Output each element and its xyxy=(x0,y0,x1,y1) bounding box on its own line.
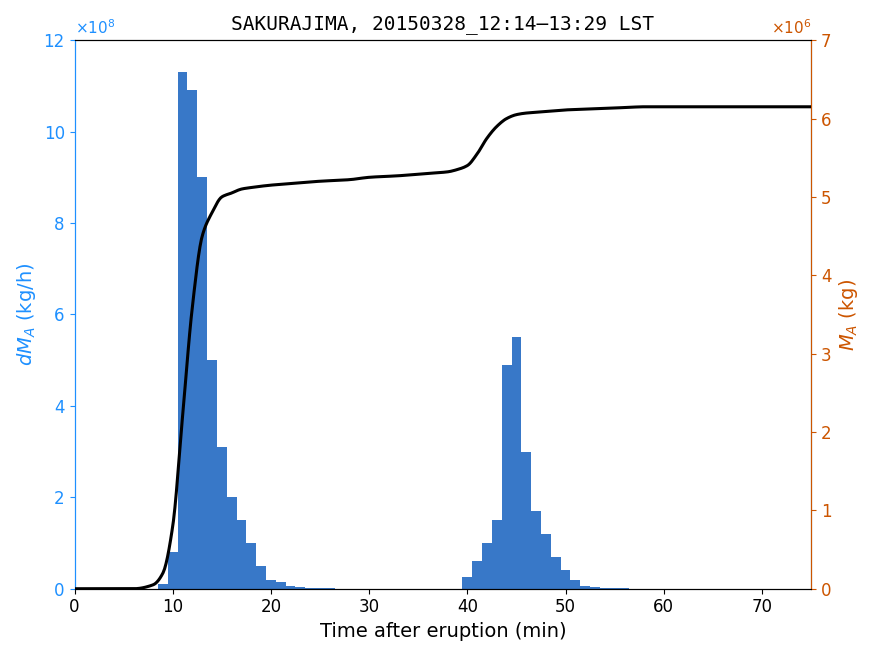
Bar xyxy=(158,584,168,588)
Bar xyxy=(227,497,236,588)
Bar xyxy=(482,543,492,588)
Bar xyxy=(561,571,570,588)
Bar xyxy=(590,587,600,588)
Bar xyxy=(473,562,482,588)
Bar xyxy=(168,552,178,588)
Bar xyxy=(197,177,207,588)
Bar xyxy=(512,337,522,588)
Bar xyxy=(236,520,247,588)
Y-axis label: $M_A$ (kg): $M_A$ (kg) xyxy=(837,278,860,350)
Bar xyxy=(285,586,296,588)
Y-axis label: $dM_A$ (kg/h): $dM_A$ (kg/h) xyxy=(15,262,38,366)
Bar xyxy=(276,582,285,588)
Bar xyxy=(217,447,227,588)
Bar xyxy=(266,580,276,588)
Text: $\times10^6$: $\times10^6$ xyxy=(771,19,811,37)
Bar xyxy=(296,587,305,588)
Bar xyxy=(551,557,561,588)
Title: SAKURAJIMA, 20150328_12:14–13:29 LST: SAKURAJIMA, 20150328_12:14–13:29 LST xyxy=(231,15,654,34)
Bar xyxy=(522,451,531,588)
Bar xyxy=(207,360,217,588)
Bar xyxy=(247,543,256,588)
Bar xyxy=(256,566,266,588)
Bar xyxy=(187,91,197,588)
Bar xyxy=(492,520,501,588)
Bar xyxy=(531,511,541,588)
Bar xyxy=(178,72,187,588)
Bar xyxy=(463,577,472,588)
Bar xyxy=(501,365,512,588)
Bar xyxy=(580,586,590,588)
Bar xyxy=(541,534,551,588)
Bar xyxy=(570,580,580,588)
X-axis label: Time after eruption (min): Time after eruption (min) xyxy=(319,622,566,641)
Text: $\times10^8$: $\times10^8$ xyxy=(74,19,115,37)
